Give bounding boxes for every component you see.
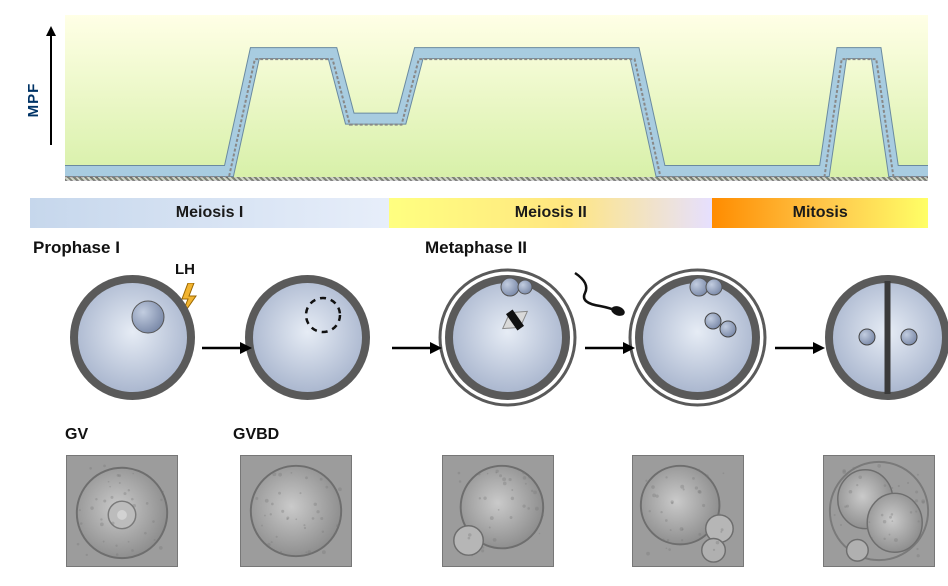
y-axis-label: MPF [25,83,42,118]
cell-diagram-row [30,275,928,420]
cell-gv [70,275,195,400]
cell-mii [438,268,577,407]
label-gvbd: GVBD [233,426,279,444]
label-prophase-i: Prophase I [33,238,120,258]
y-axis-arrow-icon [50,35,52,145]
phase-mitosis: Mitosis [712,198,928,228]
cell-two_cell [825,275,948,400]
figure-root: { "chart": { "type": "line", "y_axis_lab… [0,0,948,586]
phase-meiosis-ii: Meiosis II [389,198,712,228]
micrograph-fert_2pb [632,455,744,567]
cell-fert [628,268,767,407]
micrograph-gvbd [240,455,352,567]
phase-meiosis-i: Meiosis I [30,198,389,228]
mpf-line [65,15,928,181]
label-gv: GV [65,426,88,444]
phase-bar: Meiosis IMeiosis IIMitosis [30,198,928,228]
mpf-chart: MPF [20,15,928,185]
arrow-2 [392,340,394,356]
micrograph-row [30,455,928,570]
micrograph-gv [66,455,178,567]
arrow-4 [775,340,777,356]
chart-baseline [65,177,928,181]
micrograph-two_cell [823,455,935,567]
micrograph-mii_pb [442,455,554,567]
label-metaphase-ii: Metaphase II [425,238,527,258]
cell-gvbd [245,275,370,400]
arrow-3 [585,340,587,356]
arrow-1 [202,340,204,356]
